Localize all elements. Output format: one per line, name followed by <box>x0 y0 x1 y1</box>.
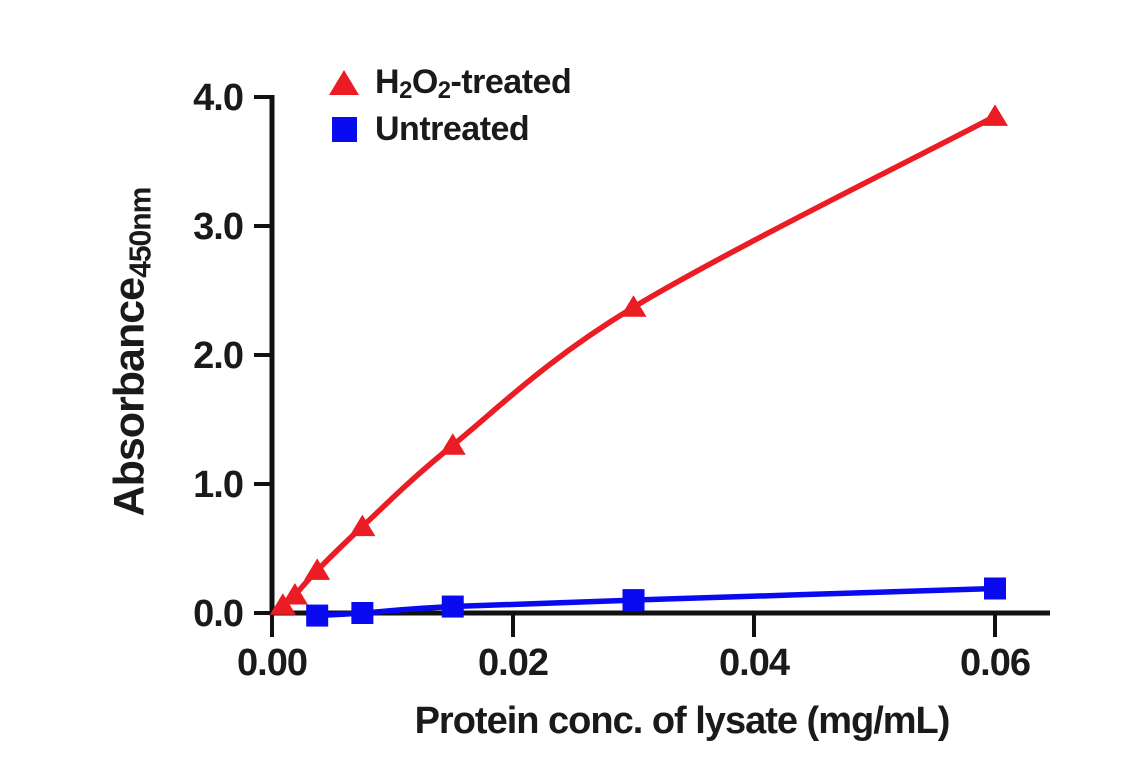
x-axis-title: Protein conc. of lysate (mg/mL) <box>414 700 951 742</box>
legend-label-text: H <box>375 62 400 101</box>
data-point-triangle-icon <box>982 104 1008 126</box>
x-tick-label: 0.06 <box>960 642 1030 684</box>
data-point-square-icon <box>984 577 1006 600</box>
legend-label: Untreated <box>375 109 530 149</box>
data-point-triangle-icon <box>620 295 647 317</box>
y-axis-title-subscript: 450nm <box>124 187 158 278</box>
x-tick-label: 0.02 <box>478 642 548 684</box>
legend-label-text: Untreated <box>375 109 530 148</box>
legend-item-1: Untreated <box>329 108 571 150</box>
legend-triangle-icon <box>329 69 359 95</box>
legend-item-0: H2O2-treated <box>329 61 572 105</box>
legend-label: H2O2-treated <box>375 62 572 105</box>
data-point-square-icon <box>306 604 329 627</box>
series-line-h2o2-treated <box>280 113 998 609</box>
legend: H2O2-treated Untreated <box>329 61 572 150</box>
data-point-square-icon <box>441 595 464 618</box>
y-axis-title-text: Absorbance <box>105 277 154 517</box>
data-point-triangle-icon <box>349 514 376 537</box>
x-tick-label: 0.04 <box>719 642 790 684</box>
x-tick-label: 0.00 <box>237 642 307 684</box>
y-tick-label: 2.0 <box>193 335 243 377</box>
legend-marker <box>329 69 359 95</box>
legend-label-text: -treated <box>450 62 572 101</box>
data-point-triangle-icon <box>439 433 466 455</box>
data-point-triangle-icon <box>304 558 331 580</box>
legend-square-icon <box>331 116 357 142</box>
y-tick-label: 3.0 <box>193 206 243 248</box>
legend-label-subscript: 2 <box>437 77 451 105</box>
legend-label-subscript: 2 <box>399 77 412 105</box>
y-axis-title: Absorbance450nm <box>105 187 158 517</box>
y-tick-label: 1.0 <box>193 464 243 506</box>
data-point-triangle-icon <box>281 582 308 605</box>
data-point-square-icon <box>351 602 374 624</box>
legend-marker <box>329 116 359 142</box>
y-tick-label: 4.0 <box>193 77 243 119</box>
legend-label-text: O <box>411 62 438 101</box>
data-point-square-icon <box>622 589 645 612</box>
y-tick-label: 0.0 <box>193 593 243 635</box>
